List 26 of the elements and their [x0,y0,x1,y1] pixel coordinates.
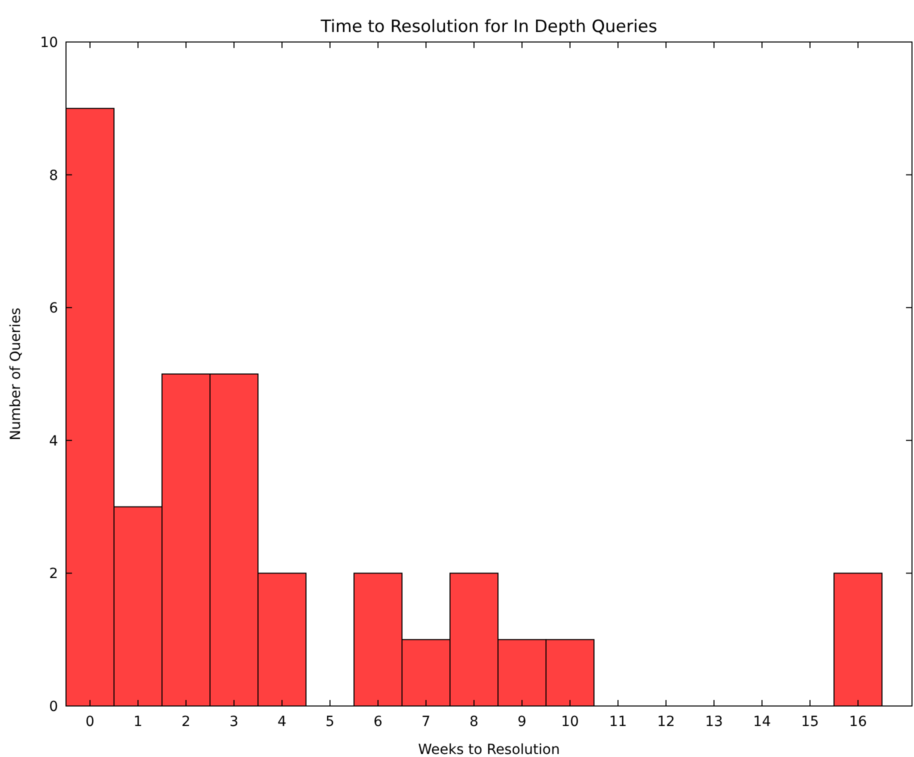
x-tick-label: 6 [374,714,383,730]
x-tick-label: 11 [609,714,627,730]
y-tick-label: 6 [49,300,58,317]
x-tick-label: 0 [86,714,94,730]
y-tick-label: 2 [49,566,58,582]
x-tick-label: 16 [849,714,867,730]
x-tick-label: 13 [705,714,723,730]
chart-title: Time to Resolution for In Depth Queries [320,17,658,37]
x-tick-label: 8 [470,714,478,730]
y-axis-title: Number of Queries [8,308,24,440]
y-tick-label: 8 [49,168,58,184]
x-tick-label: 4 [278,714,287,730]
y-tick-label: 4 [49,433,58,450]
x-axis-title: Weeks to Resolution [418,742,560,757]
x-tick-label: 9 [518,714,526,730]
x-tick-label: 7 [422,714,430,730]
x-tick-label: 10 [561,714,579,730]
x-tick-label: 15 [801,714,819,730]
x-tick-label: 14 [753,714,771,730]
x-tick-label: 5 [326,714,334,730]
x-tick-label: 2 [182,714,190,730]
x-tick-label: 1 [134,714,142,730]
x-tick-label: 12 [657,714,675,730]
y-tick-label: 10 [40,35,58,51]
x-tick-label: 3 [230,714,238,730]
y-tick-label: 0 [49,699,58,715]
